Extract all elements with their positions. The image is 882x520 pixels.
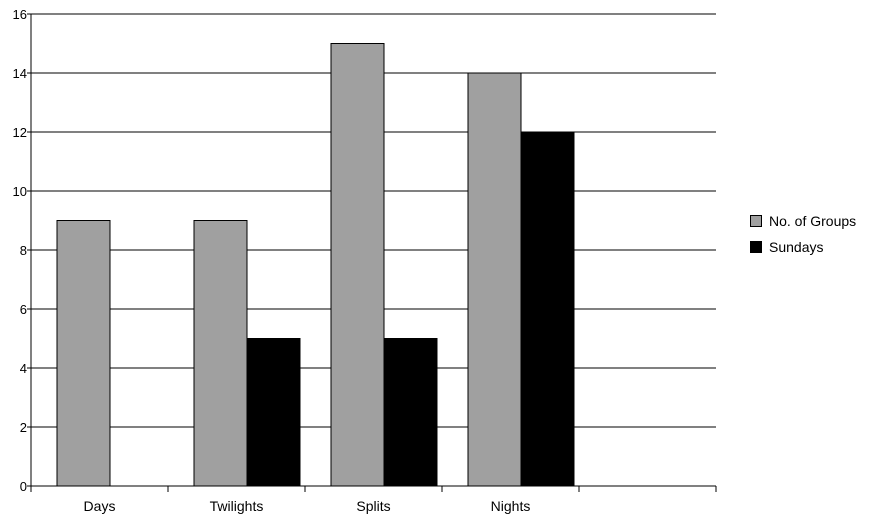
bar-groups-twilights: [193, 220, 248, 487]
y-tick-label: 2: [20, 420, 27, 435]
y-tick-label: 12: [13, 125, 27, 140]
y-tick-label: 6: [20, 302, 27, 317]
y-tick-label: 0: [20, 479, 27, 494]
bar-sundays-twilights: [246, 338, 301, 487]
y-tick-label: 4: [20, 361, 27, 376]
x-tick-label: Days: [84, 498, 116, 514]
y-tick-label: 10: [13, 184, 27, 199]
legend-label-groups: No. of Groups: [769, 213, 857, 229]
bar-sundays-splits: [383, 338, 438, 487]
legend-label-sundays: Sundays: [769, 239, 824, 255]
y-tick-label: 8: [20, 243, 27, 258]
bar-sundays-nights: [520, 131, 575, 487]
x-tick-label: Splits: [356, 498, 390, 514]
legend-item-sundays: Sundays: [750, 238, 856, 256]
axes: 0 2 4 6 8 10 12 14 16 Days Twilights Splits Nights: [13, 7, 717, 514]
legend: No. of Groups Sundays: [750, 212, 856, 264]
y-tick-label: 14: [13, 66, 27, 81]
bar-groups-splits: [330, 43, 385, 487]
legend-item-groups: No. of Groups: [750, 212, 856, 230]
legend-swatch-groups: [750, 215, 762, 227]
bar-groups-days: [56, 220, 111, 487]
x-tick-label: Nights: [491, 498, 531, 514]
x-tick-label: Twilights: [210, 498, 264, 514]
bars: [56, 43, 575, 487]
legend-swatch-sundays: [750, 241, 762, 253]
y-tick-label: 16: [13, 7, 27, 22]
bar-groups-nights: [467, 72, 522, 487]
